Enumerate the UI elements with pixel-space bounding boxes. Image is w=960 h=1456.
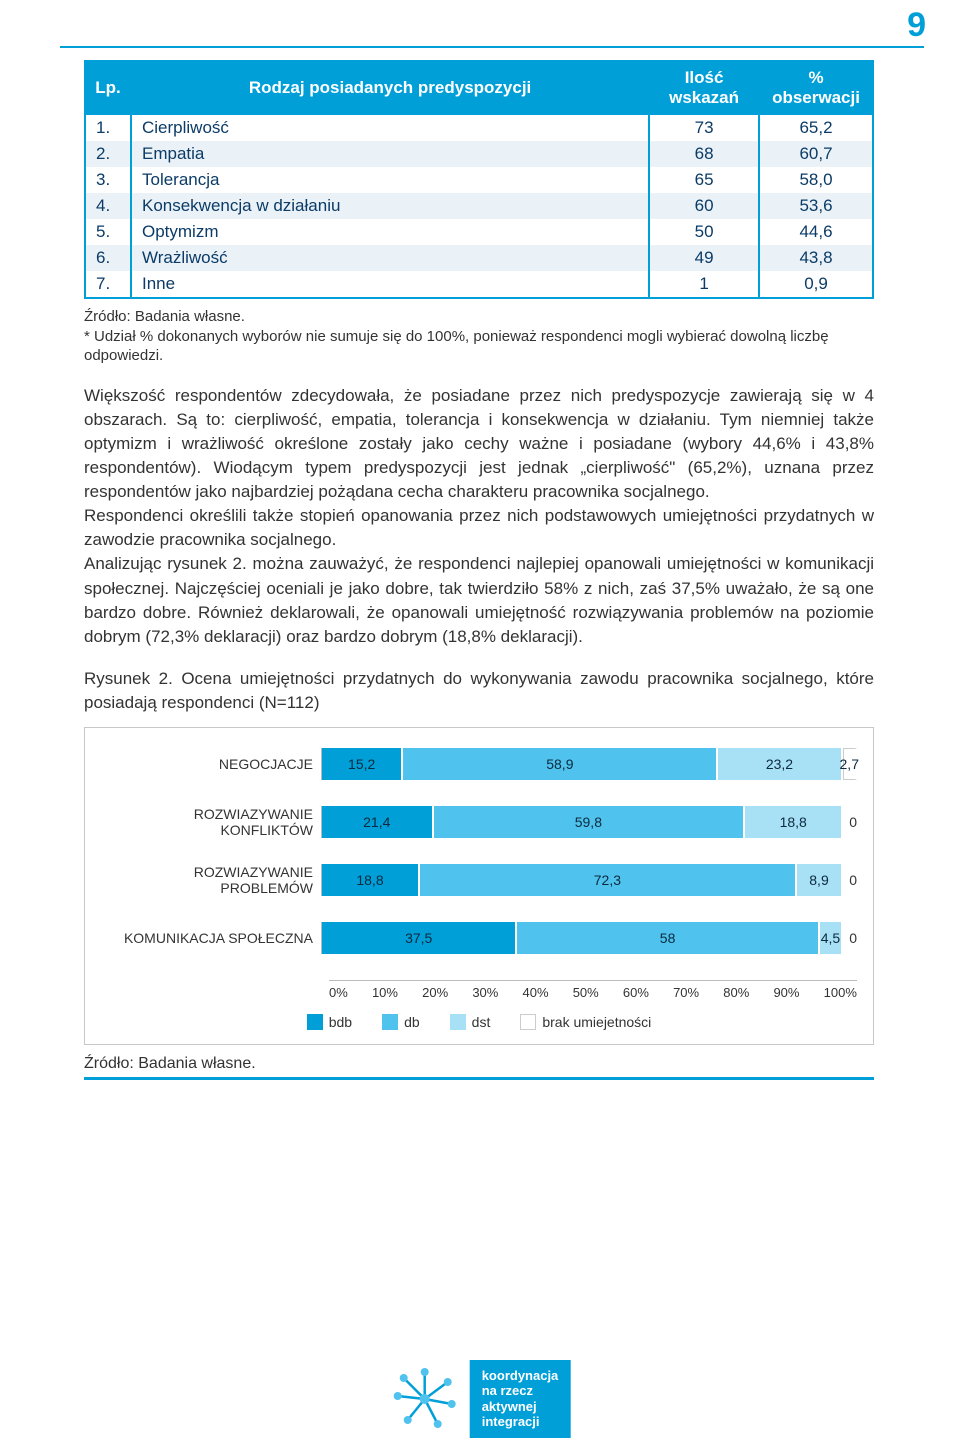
chart-segment: 23,2 [718,748,842,780]
page-number: 9 [907,6,926,45]
chart-tick: 80% [723,985,749,1000]
chart-tick: 100% [824,985,857,1000]
legend-swatch [520,1014,536,1030]
chart-trailing-zero: 0 [849,872,857,888]
table-row: 7.Inne10,9 [85,271,873,298]
chart-segment: 37,5 [322,922,517,954]
predispositions-table: Lp. Rodzaj posiadanych predyspozycji Ilo… [84,60,874,299]
table-row: 2.Empatia6860,7 [85,141,873,167]
chart-segment: 18,8 [322,864,420,896]
logo-icon [390,1364,460,1434]
legend-swatch [307,1014,323,1030]
chart-category-label: ROZWIAZYWANIE KONFLIKTÓW [101,806,321,838]
chart-segment: 4,5 [820,922,843,954]
page-content: Lp. Rodzaj posiadanych predyspozycji Ilo… [84,60,874,1080]
chart-tick: 60% [623,985,649,1000]
legend-label: dst [472,1014,491,1030]
chart-trailing-zero: 0 [849,814,857,830]
chart-row: NEGOCJACJE15,258,923,22,7 [101,748,857,780]
table-row: 5.Optymizm5044,6 [85,219,873,245]
chart-trailing-zero: 0 [849,930,857,946]
skills-chart: NEGOCJACJE15,258,923,22,7 ROZWIAZYWANIE K… [84,727,874,1045]
chart-source: Źródło: Badania własne. [84,1055,874,1073]
table-row: 4.Konsekwencja w działaniu6053,6 [85,193,873,219]
footer-logo: koordynacja na rzecz aktywnej integracji [390,1360,571,1438]
body-paragraphs: Większość respondentów zdecydowała, że p… [84,384,874,649]
chart-segment: 72,3 [420,864,797,896]
table-row: 6.Wrażliwość4943,8 [85,245,873,271]
legend-label: brak umiejetności [542,1014,651,1030]
table-row: 3.Tolerancja6558,0 [85,167,873,193]
top-rule [60,46,924,48]
legend-swatch [450,1014,466,1030]
legend-item: db [382,1014,420,1030]
chart-tick: 70% [673,985,699,1000]
figure-caption: Rysunek 2. Ocena umiejętności przydatnyc… [84,667,874,715]
legend-label: bdb [329,1014,352,1030]
chart-category-label: NEGOCJACJE [101,756,321,772]
chart-tick: 20% [422,985,448,1000]
chart-tick: 10% [372,985,398,1000]
chart-segment: 8,9 [797,864,843,896]
chart-segment: 15,2 [322,748,403,780]
legend-label: db [404,1014,420,1030]
chart-segment: 21,4 [322,806,434,838]
chart-segment: 58 [517,922,819,954]
legend-swatch [382,1014,398,1030]
chart-x-axis: 0% 10% 20% 30% 40% 50% 60% 70% 80% 90% 100% [329,980,857,1000]
table-source: Źródło: Badania własne. * Udział % dokon… [84,307,874,366]
chart-category-label: KOMUNIKACJA SPOŁECZNA [101,930,321,946]
chart-tick: 40% [523,985,549,1000]
chart-segment: 58,9 [403,748,718,780]
th-lp: Lp. [85,61,131,114]
chart-tick: 90% [773,985,799,1000]
table-row: 1.Cierpliwość7365,2 [85,114,873,141]
bottom-rule [84,1077,874,1080]
chart-row: KOMUNIKACJA SPOŁECZNA37,5584,5 0 [101,922,857,954]
chart-category-label: ROZWIAZYWANIE PROBLEMÓW [101,864,321,896]
chart-tick: 0% [329,985,348,1000]
logo-text-box: koordynacja na rzecz aktywnej integracji [470,1360,571,1438]
th-obs: %obserwacji [759,61,873,114]
chart-tick: 30% [472,985,498,1000]
chart-segment: 18,8 [745,806,843,838]
chart-row: ROZWIAZYWANIE PROBLEMÓW18,872,38,9 0 [101,864,857,896]
chart-tick: 50% [573,985,599,1000]
legend-item: dst [450,1014,491,1030]
chart-legend: bdb db dst brak umiejetności [101,1014,857,1030]
chart-segment: 2,7 [843,748,857,780]
legend-item: bdb [307,1014,352,1030]
th-ilosc: Ilośćwskazań [649,61,759,114]
chart-row: ROZWIAZYWANIE KONFLIKTÓW21,459,818,8 0 [101,806,857,838]
chart-segment: 59,8 [434,806,746,838]
legend-item: brak umiejetności [520,1014,651,1030]
th-rodzaj: Rodzaj posiadanych predyspozycji [131,61,649,114]
